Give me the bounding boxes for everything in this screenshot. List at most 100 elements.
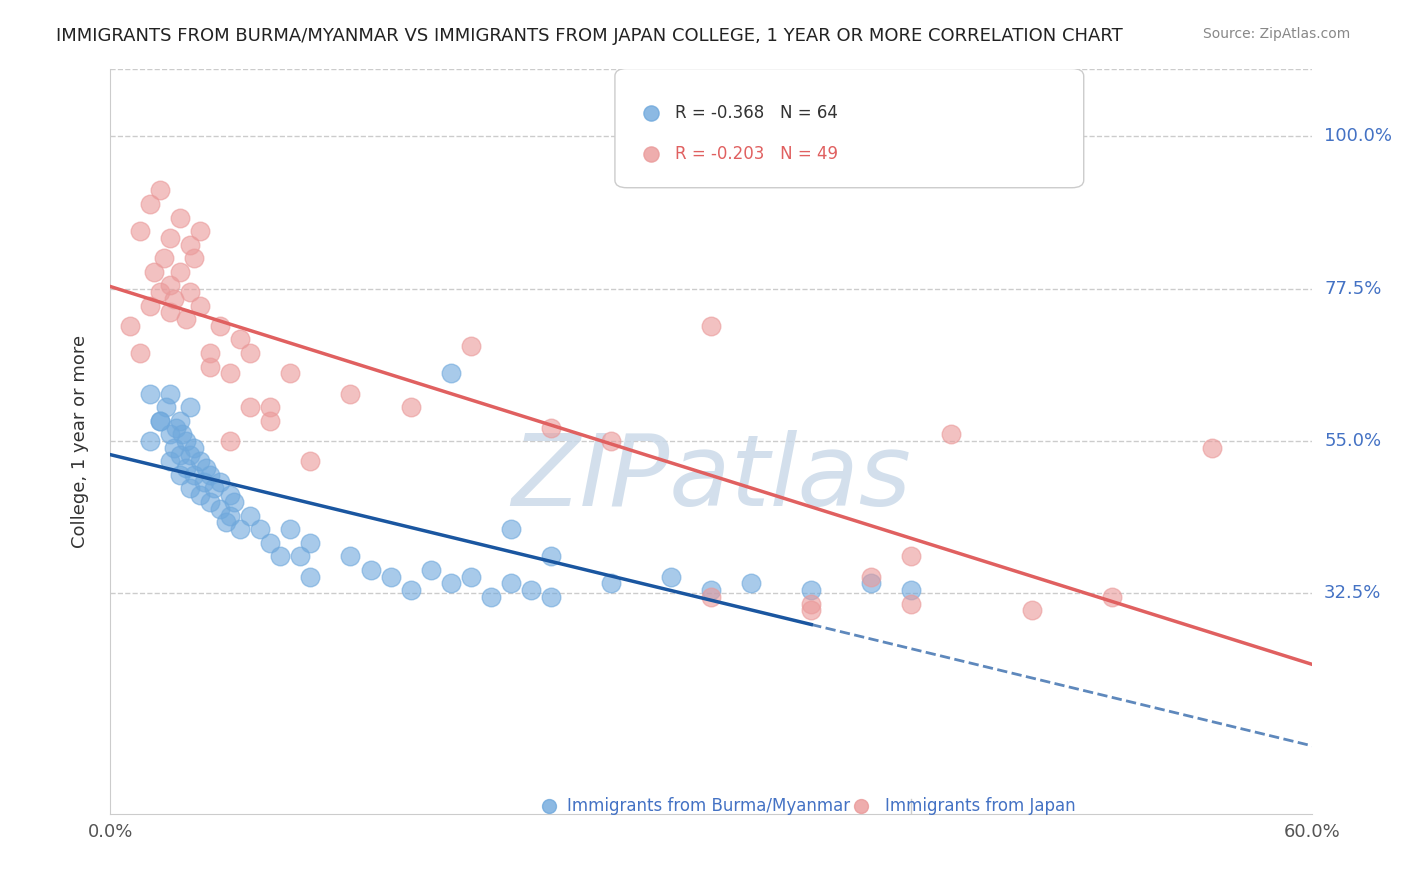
Immigrants from Japan [200, 346, 222, 360]
Immigrants from Burma/Myanmar [419, 563, 441, 577]
Immigrants from Burma/Myanmar [700, 583, 723, 598]
Immigrants from Burma/Myanmar [740, 576, 762, 591]
Immigrants from Japan [200, 359, 222, 374]
Immigrants from Burma/Myanmar [215, 516, 238, 530]
Immigrants from Japan [179, 237, 201, 252]
Immigrants from Japan [900, 549, 922, 564]
Immigrants from Burma/Myanmar [139, 386, 162, 401]
Text: 32.5%: 32.5% [1324, 584, 1382, 602]
Immigrants from Japan [188, 224, 211, 238]
Immigrants from Japan [900, 597, 922, 611]
Immigrants from Japan [174, 312, 197, 326]
Immigrants from Burma/Myanmar [200, 467, 222, 482]
Immigrants from Japan [159, 231, 181, 245]
Immigrants from Burma/Myanmar [179, 482, 201, 496]
Immigrants from Japan [159, 278, 181, 293]
Immigrants from Burma/Myanmar [440, 367, 463, 381]
Immigrants from Japan [163, 292, 186, 306]
Immigrants from Japan [219, 434, 242, 448]
Immigrants from Burma/Myanmar [159, 454, 181, 468]
Immigrants from Burma/Myanmar [290, 549, 312, 564]
Point [1000, 169, 1022, 184]
Immigrants from Japan [169, 265, 191, 279]
Immigrants from Burma/Myanmar [520, 583, 543, 598]
Immigrants from Burma/Myanmar [900, 583, 922, 598]
Immigrants from Burma/Myanmar [209, 475, 232, 489]
Immigrants from Japan [159, 305, 181, 319]
Immigrants from Burma/Myanmar [179, 400, 201, 414]
Text: Immigrants from Japan: Immigrants from Japan [886, 797, 1076, 815]
Immigrants from Japan [540, 420, 562, 434]
Text: Immigrants from Burma/Myanmar: Immigrants from Burma/Myanmar [567, 797, 851, 815]
Text: R = -0.368   N = 64: R = -0.368 N = 64 [675, 104, 838, 122]
Immigrants from Burma/Myanmar [159, 386, 181, 401]
Immigrants from Japan [188, 299, 211, 313]
Immigrants from Burma/Myanmar [149, 414, 172, 428]
Point [1000, 207, 1022, 221]
Immigrants from Burma/Myanmar [188, 454, 211, 468]
Immigrants from Burma/Myanmar [169, 467, 191, 482]
Immigrants from Burma/Myanmar [540, 549, 562, 564]
Immigrants from Burma/Myanmar [193, 475, 215, 489]
Immigrants from Burma/Myanmar [165, 420, 187, 434]
Immigrants from Japan [149, 183, 172, 197]
Immigrants from Burma/Myanmar [800, 583, 823, 598]
Immigrants from Burma/Myanmar [399, 583, 422, 598]
Text: 55.0%: 55.0% [1324, 432, 1381, 450]
Immigrants from Burma/Myanmar [169, 414, 191, 428]
Immigrants from Japan [700, 590, 723, 604]
Immigrants from Japan [239, 346, 262, 360]
Text: IMMIGRANTS FROM BURMA/MYANMAR VS IMMIGRANTS FROM JAPAN COLLEGE, 1 YEAR OR MORE C: IMMIGRANTS FROM BURMA/MYANMAR VS IMMIGRA… [56, 27, 1123, 45]
Immigrants from Burma/Myanmar [380, 569, 402, 583]
Immigrants from Japan [219, 367, 242, 381]
Immigrants from Japan [280, 367, 302, 381]
Immigrants from Japan [1021, 603, 1043, 617]
Immigrants from Japan [129, 224, 152, 238]
Immigrants from Burma/Myanmar [269, 549, 291, 564]
Point [830, 800, 852, 814]
Immigrants from Burma/Myanmar [159, 427, 181, 442]
Immigrants from Japan [259, 414, 281, 428]
Immigrants from Japan [183, 251, 205, 265]
FancyBboxPatch shape [614, 69, 1084, 187]
Immigrants from Burma/Myanmar [183, 441, 205, 455]
Immigrants from Japan [299, 454, 322, 468]
Immigrants from Japan [179, 285, 201, 299]
Immigrants from Burma/Myanmar [163, 441, 186, 455]
Immigrants from Burma/Myanmar [339, 549, 361, 564]
Immigrants from Burma/Myanmar [460, 569, 482, 583]
Immigrants from Japan [460, 339, 482, 353]
Y-axis label: College, 1 year or more: College, 1 year or more [72, 334, 89, 548]
Immigrants from Burma/Myanmar [172, 427, 194, 442]
Immigrants from Burma/Myanmar [499, 576, 522, 591]
Point [1351, 800, 1374, 814]
Text: 77.5%: 77.5% [1324, 280, 1382, 298]
Immigrants from Burma/Myanmar [149, 414, 172, 428]
Immigrants from Burma/Myanmar [183, 467, 205, 482]
Immigrants from Japan [239, 400, 262, 414]
Immigrants from Burma/Myanmar [860, 576, 883, 591]
Immigrants from Japan [139, 299, 162, 313]
Immigrants from Japan [1201, 441, 1223, 455]
Text: Source: ZipAtlas.com: Source: ZipAtlas.com [1202, 27, 1350, 41]
Immigrants from Japan [259, 400, 281, 414]
Immigrants from Burma/Myanmar [280, 522, 302, 536]
Immigrants from Burma/Myanmar [202, 482, 225, 496]
Immigrants from Burma/Myanmar [224, 495, 246, 509]
Immigrants from Burma/Myanmar [219, 508, 242, 523]
Immigrants from Japan [800, 597, 823, 611]
Immigrants from Burma/Myanmar [299, 569, 322, 583]
Immigrants from Burma/Myanmar [169, 448, 191, 462]
Immigrants from Burma/Myanmar [479, 590, 502, 604]
Immigrants from Japan [139, 197, 162, 211]
Immigrants from Burma/Myanmar [499, 522, 522, 536]
Immigrants from Burma/Myanmar [299, 535, 322, 549]
Immigrants from Burma/Myanmar [188, 488, 211, 502]
Immigrants from Burma/Myanmar [139, 434, 162, 448]
Immigrants from Japan [149, 285, 172, 299]
Text: 100.0%: 100.0% [1324, 128, 1392, 145]
Immigrants from Japan [600, 434, 623, 448]
Immigrants from Japan [143, 265, 166, 279]
Immigrants from Burma/Myanmar [174, 434, 197, 448]
Immigrants from Burma/Myanmar [440, 576, 463, 591]
